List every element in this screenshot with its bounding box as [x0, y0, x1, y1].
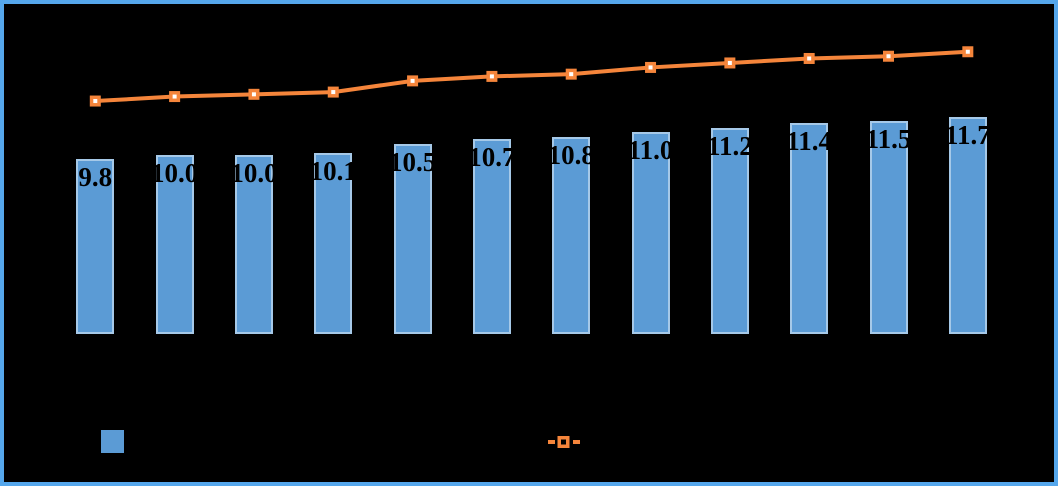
line-marker-center [965, 49, 970, 54]
bar [869, 121, 908, 334]
bar [155, 154, 194, 334]
line-marker-center [331, 90, 336, 95]
bar [393, 143, 432, 334]
bar-series-layer [4, 4, 1054, 482]
line-marker-center [410, 78, 415, 83]
legend-bar-swatch-icon [101, 430, 124, 453]
bar-data-label: 10.8 [547, 139, 595, 170]
bar-data-label: 10.1 [309, 155, 357, 186]
line-marker-center [807, 56, 812, 61]
bar [552, 136, 591, 334]
bar [76, 159, 115, 334]
trend-line-path [95, 49, 968, 104]
bar-data-label: 10.0 [150, 157, 199, 188]
bar-data-label: 11.0 [627, 135, 674, 166]
line-marker-center [648, 65, 653, 70]
line-marker-center [727, 60, 732, 65]
bar-data-label: 11.5 [865, 124, 912, 155]
line-marker-center [886, 54, 891, 59]
bar-data-label: 9.8 [78, 162, 113, 193]
bar [790, 123, 829, 334]
bar-data-label: 11.7 [944, 119, 991, 150]
line-marker-center [93, 99, 98, 104]
bar [234, 154, 273, 334]
line-marker-center [251, 92, 256, 97]
bar-data-label: 11.4 [786, 126, 833, 157]
line-marker-center [172, 94, 177, 99]
line-marker-center [489, 74, 494, 79]
bar [631, 132, 670, 334]
bar-data-label: 10.5 [388, 146, 437, 177]
bar [710, 127, 749, 334]
bar-data-label: 11.2 [706, 130, 753, 161]
data-labels-layer: 9.8 10.0 10.0 10.1 10.5 10.7 10.8 11.0 11.2 11.4 1… [4, 4, 1054, 482]
bar [472, 139, 511, 334]
trend-line [89, 46, 974, 107]
bar [314, 152, 353, 334]
bar [948, 116, 987, 334]
line-marker-center [569, 72, 574, 77]
legend-line-swatch-icon [548, 436, 580, 448]
bar-data-label: 10.0 [230, 157, 278, 188]
bar-data-label: 10.7 [468, 142, 516, 173]
